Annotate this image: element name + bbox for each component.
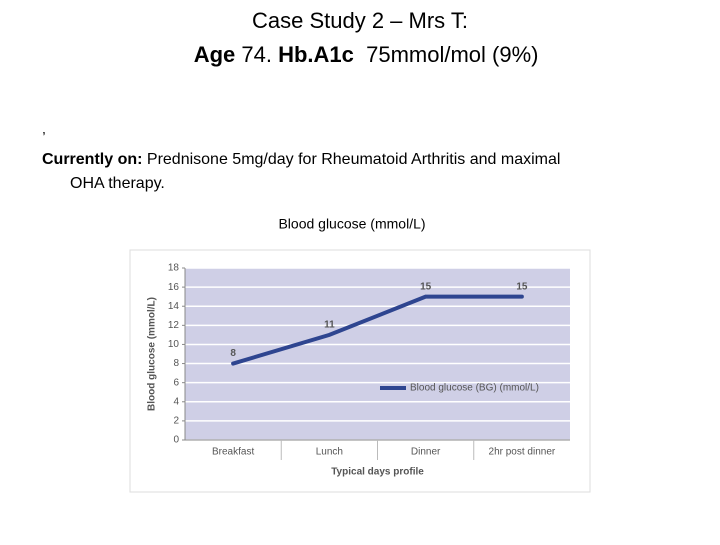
y-tick-label: 10: [168, 339, 180, 350]
chart-title: Blood glucose (mmol/L): [278, 216, 425, 232]
y-tick-label: 16: [168, 282, 180, 293]
y-axis-label: Blood glucose (mmol/L): [147, 297, 158, 411]
y-tick-label: 12: [168, 320, 180, 331]
data-label: 15: [420, 281, 432, 292]
data-line: [231, 294, 524, 366]
body-line: Prednisone 5mg/day for Rheumatoid Arthri…: [142, 151, 560, 168]
x-tick-label: 2hr post dinner: [489, 447, 556, 458]
body-line: OHA therapy.: [70, 175, 165, 192]
subtitle-part: 75mmol/mol (9%): [354, 42, 539, 67]
chart: 0 2 4 6 8 10 12 14 16 18 Breakfast Lunch Dinner 2hr p…: [147, 263, 570, 478]
y-tick-label: 0: [173, 435, 179, 446]
data-label: 8: [230, 348, 236, 359]
x-tick-label: Breakfast: [212, 447, 254, 458]
slide-title: Case Study 2 – Mrs T:: [252, 8, 468, 33]
y-tick-label: 8: [173, 358, 179, 369]
body-text: Currently on: Prednisone 5mg/day for Rhe…: [42, 151, 560, 168]
x-tick-label: Dinner: [411, 447, 441, 458]
y-tick-label: 2: [173, 416, 179, 427]
x-tick-label: Lunch: [316, 447, 343, 458]
legend-label: Blood glucose (BG) (mmol/L): [410, 383, 539, 394]
subtitle-part: 74.: [235, 42, 278, 67]
y-tick-label: 4: [173, 396, 179, 407]
data-label: 11: [324, 320, 335, 331]
subtitle-part: Age: [194, 42, 236, 67]
slide-subtitle: Age 74. Hb.A1c 75mmol/mol (9%): [163, 42, 557, 67]
y-tick-label: 14: [168, 301, 180, 312]
y-tick-label: 18: [168, 263, 180, 274]
subtitle-part: Hb.A1c: [278, 42, 354, 67]
data-label: 15: [516, 281, 528, 292]
y-tick-label: 6: [173, 377, 179, 388]
plot-background: [185, 268, 570, 440]
x-axis-label: Typical days profile: [331, 467, 424, 478]
stray-mark: ,: [42, 121, 46, 137]
body-label: Currently on:: [42, 151, 142, 168]
